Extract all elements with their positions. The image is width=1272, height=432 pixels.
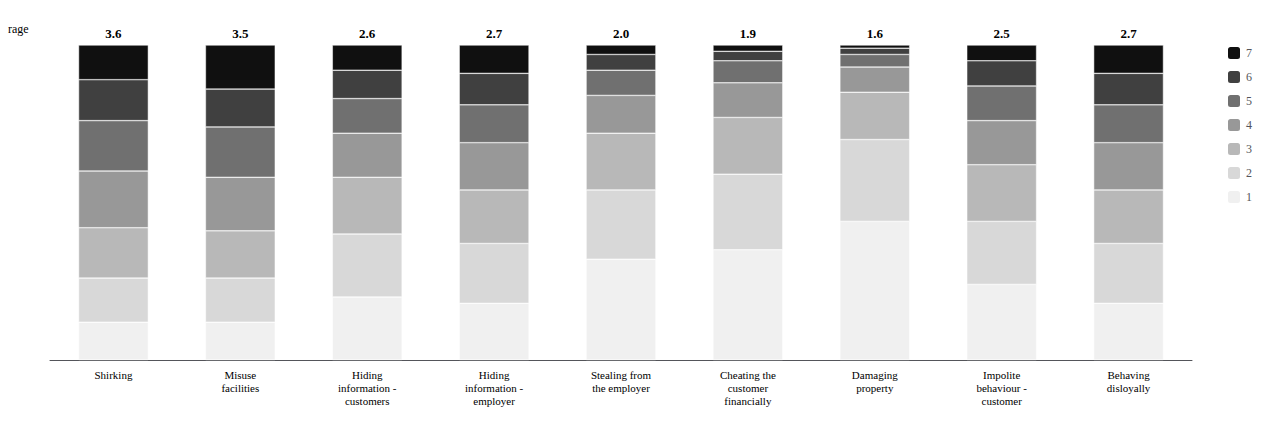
svg-text:Hiding: Hiding: [352, 369, 383, 381]
svg-text:2.0: 2.0: [613, 26, 629, 41]
svg-text:5: 5: [1246, 94, 1252, 108]
svg-text:Shirking: Shirking: [94, 369, 132, 381]
svg-text:Damaging: Damaging: [852, 369, 898, 381]
svg-text:2.6: 2.6: [359, 26, 376, 41]
svg-text:4: 4: [1246, 118, 1252, 132]
svg-text:Cheating the: Cheating the: [720, 369, 776, 381]
svg-text:employer: employer: [473, 395, 515, 407]
svg-text:information -: information -: [338, 382, 397, 394]
svg-text:3.6: 3.6: [105, 26, 122, 41]
svg-text:disloyally: disloyally: [1107, 382, 1151, 394]
svg-text:Hiding: Hiding: [479, 369, 510, 381]
svg-text:2.7: 2.7: [486, 26, 503, 41]
svg-text:rage: rage: [8, 22, 29, 36]
svg-text:behaviour -: behaviour -: [976, 382, 1027, 394]
svg-text:1: 1: [1246, 190, 1252, 204]
svg-text:information -: information -: [465, 382, 524, 394]
svg-text:property: property: [856, 382, 894, 394]
svg-text:Stealing from: Stealing from: [591, 369, 652, 381]
svg-text:customer: customer: [728, 382, 769, 394]
svg-text:7: 7: [1246, 46, 1252, 60]
svg-text:customer: customer: [982, 395, 1023, 407]
svg-text:facilities: facilities: [221, 382, 259, 394]
svg-text:3: 3: [1246, 142, 1252, 156]
svg-text:the employer: the employer: [592, 382, 650, 394]
svg-text:3.5: 3.5: [232, 26, 249, 41]
svg-text:2: 2: [1246, 166, 1252, 180]
svg-text:2.5: 2.5: [994, 26, 1011, 41]
svg-text:Behaving: Behaving: [1107, 369, 1150, 381]
svg-text:Impolite: Impolite: [983, 369, 1020, 381]
svg-text:Misuse: Misuse: [224, 369, 256, 381]
svg-text:1.6: 1.6: [867, 26, 884, 41]
svg-text:2.7: 2.7: [1120, 26, 1137, 41]
svg-text:financially: financially: [724, 395, 772, 407]
svg-text:6: 6: [1246, 70, 1252, 84]
svg-text:1.9: 1.9: [740, 26, 757, 41]
svg-text:customers: customers: [345, 395, 390, 407]
